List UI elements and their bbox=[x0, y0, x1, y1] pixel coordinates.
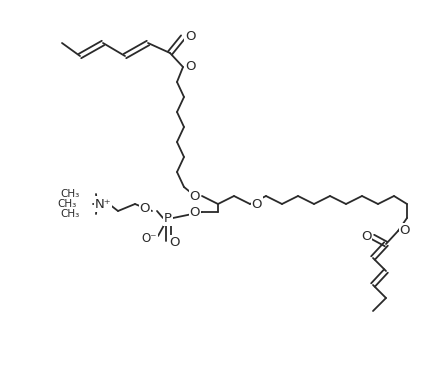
Text: O: O bbox=[185, 31, 195, 43]
Text: O: O bbox=[185, 60, 195, 74]
Text: O: O bbox=[361, 230, 371, 244]
Text: O: O bbox=[190, 190, 200, 202]
Text: O: O bbox=[252, 198, 262, 210]
Text: CH₃: CH₃ bbox=[58, 199, 77, 209]
Text: CH₃: CH₃ bbox=[61, 209, 80, 219]
Text: N⁺: N⁺ bbox=[95, 198, 111, 210]
Text: O: O bbox=[190, 205, 200, 219]
Text: CH₃: CH₃ bbox=[61, 189, 80, 199]
Text: P: P bbox=[164, 211, 172, 224]
Text: O⁻: O⁻ bbox=[141, 231, 157, 245]
Text: O: O bbox=[170, 236, 180, 250]
Text: O: O bbox=[400, 224, 410, 238]
Text: O: O bbox=[140, 201, 150, 215]
